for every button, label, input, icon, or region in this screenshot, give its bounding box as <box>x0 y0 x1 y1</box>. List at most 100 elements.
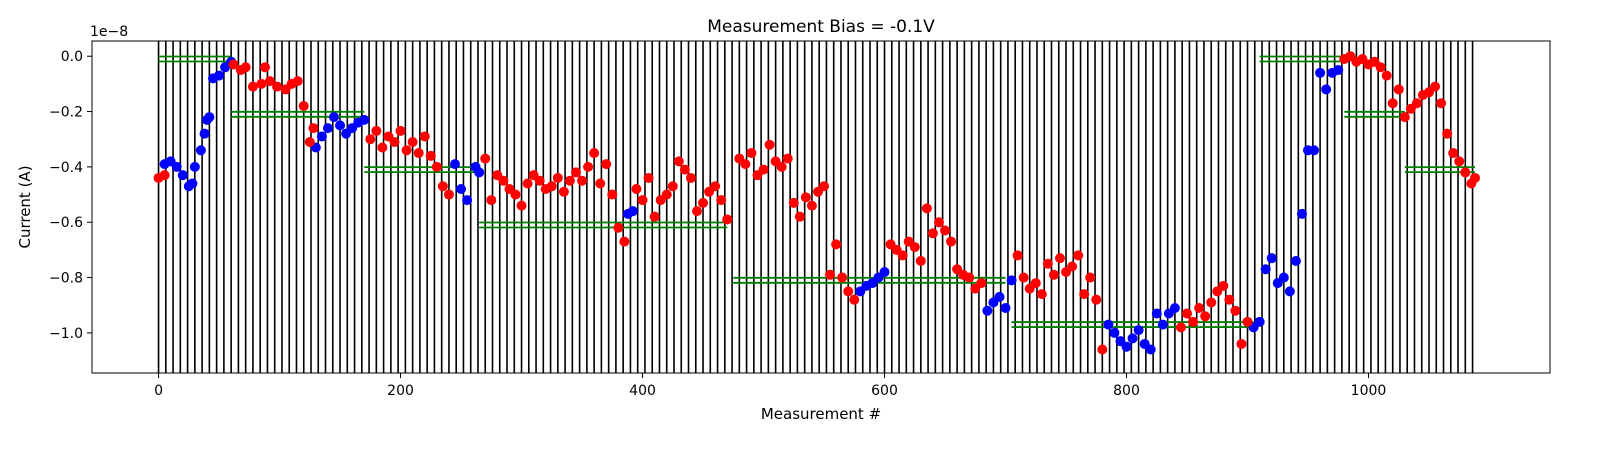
data-point-red <box>1067 261 1078 272</box>
data-point-blue <box>1333 65 1344 76</box>
data-point-red <box>607 189 618 200</box>
data-point-red <box>510 189 521 200</box>
data-point-red <box>849 294 860 305</box>
data-point-blue <box>1169 302 1180 313</box>
data-point-blue <box>359 114 370 125</box>
data-point-red <box>1387 98 1398 109</box>
data-point-red <box>247 81 258 92</box>
data-point-red <box>964 272 975 283</box>
data-point-red <box>806 200 817 211</box>
data-point-blue <box>1309 145 1320 156</box>
data-point-red <box>159 170 170 181</box>
data-point-blue <box>1127 333 1138 344</box>
data-point-red <box>522 178 533 189</box>
data-point-red <box>437 181 448 192</box>
data-point-red <box>722 214 733 225</box>
data-point-blue <box>1260 264 1271 275</box>
data-point-blue <box>456 184 467 195</box>
x-axis-label: Measurement # <box>761 405 881 423</box>
data-point-red <box>661 189 672 200</box>
data-point-red <box>897 250 908 261</box>
data-point-blue <box>1145 344 1156 355</box>
data-point-red <box>740 159 751 170</box>
data-point-blue <box>1254 316 1265 327</box>
data-point-blue <box>195 145 206 156</box>
data-point-red <box>776 161 787 172</box>
data-point-red <box>1218 280 1229 291</box>
data-point-red <box>1048 269 1059 280</box>
data-point-red <box>395 125 406 136</box>
data-point-red <box>788 197 799 208</box>
data-point-red <box>431 161 442 172</box>
data-point-red <box>685 172 696 183</box>
data-point-red <box>365 134 376 145</box>
data-point-blue <box>1103 319 1114 330</box>
data-point-red <box>1242 316 1253 327</box>
data-point-blue <box>204 112 215 123</box>
data-point-red <box>425 150 436 161</box>
data-point-blue <box>1278 272 1289 283</box>
data-point-blue <box>1109 327 1120 338</box>
data-point-red <box>933 217 944 228</box>
data-point-blue <box>1000 302 1011 313</box>
data-point-red <box>595 178 606 189</box>
data-point-blue <box>1133 325 1144 336</box>
data-point-blue <box>1121 341 1132 352</box>
data-point-red <box>915 255 926 266</box>
data-point-blue <box>214 70 225 81</box>
data-point-red <box>486 195 497 206</box>
data-point-blue <box>982 305 993 316</box>
x-tick-label: 800 <box>1113 383 1140 399</box>
data-point-red <box>1194 302 1205 313</box>
data-point-blue <box>199 128 210 139</box>
data-point-red <box>710 181 721 192</box>
data-point-red <box>691 206 702 217</box>
data-point-red <box>679 164 690 175</box>
data-point-red <box>264 76 275 87</box>
data-point-blue <box>1266 253 1277 264</box>
x-tick-label: 200 <box>387 383 414 399</box>
data-point-blue <box>171 161 182 172</box>
data-point-red <box>228 59 239 70</box>
data-point-red <box>946 236 957 247</box>
data-point-red <box>1236 338 1247 349</box>
data-point-red <box>546 181 557 192</box>
data-point-red <box>976 278 987 289</box>
data-point-red <box>1393 84 1404 95</box>
data-point-red <box>837 272 848 283</box>
data-point-red <box>298 101 309 112</box>
data-point-blue <box>189 161 200 172</box>
data-point-red <box>1036 289 1047 300</box>
data-point-red <box>1079 289 1090 300</box>
data-point-red <box>577 175 588 186</box>
data-point-red <box>498 175 509 186</box>
data-point-red <box>1200 311 1211 322</box>
data-point-blue <box>449 159 460 170</box>
data-point-red <box>1448 148 1459 159</box>
data-point-red <box>1230 305 1241 316</box>
data-point-red <box>825 269 836 280</box>
data-point-red <box>940 225 951 236</box>
data-point-red <box>758 164 769 175</box>
data-point-red <box>1012 250 1023 261</box>
y-tick-label: −1.0 <box>49 326 83 342</box>
data-point-red <box>843 286 854 297</box>
data-point-red <box>256 78 267 89</box>
data-point-red <box>1442 128 1453 139</box>
data-point-blue <box>335 120 346 131</box>
data-point-red <box>1381 70 1392 81</box>
data-point-red <box>1436 98 1447 109</box>
data-point-red <box>643 172 654 183</box>
data-point-blue <box>474 167 485 178</box>
y-tick-label: 0.0 <box>61 49 83 65</box>
data-point-blue <box>627 206 638 217</box>
data-point-red <box>552 172 563 183</box>
data-point-red <box>1085 272 1096 283</box>
data-point-red <box>1054 253 1065 264</box>
data-points-layer <box>153 51 1480 355</box>
data-point-red <box>260 62 271 73</box>
data-point-red <box>304 136 315 147</box>
data-point-blue <box>177 170 188 181</box>
data-point-red <box>1411 98 1422 109</box>
